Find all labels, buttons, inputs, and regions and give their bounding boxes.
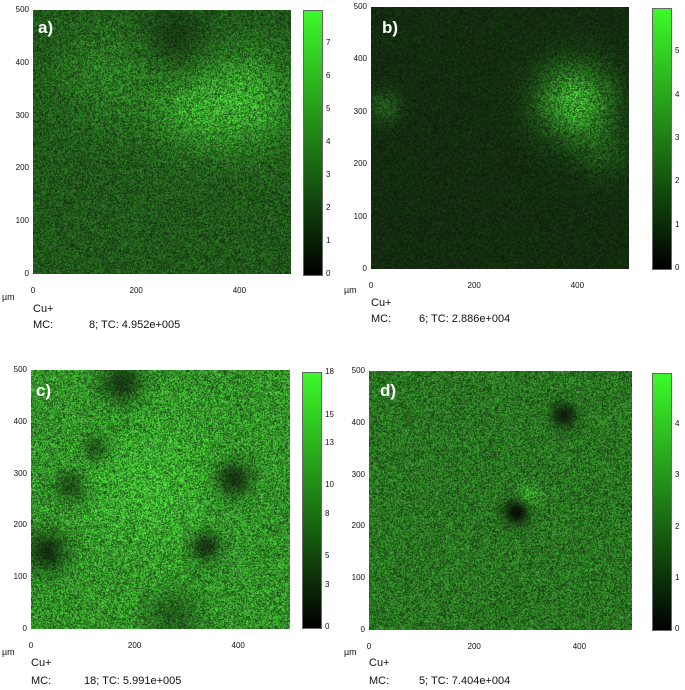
colorbar-tick-c: 10	[325, 480, 334, 490]
x-tick-a: 0	[30, 286, 36, 295]
y-tick-b: 300	[353, 106, 367, 116]
colorbar-tick-d: 1	[675, 572, 680, 582]
x-tick-b: 400	[570, 281, 585, 290]
panel-label-a: a)	[38, 18, 54, 37]
y-tick-d: 400	[351, 417, 365, 427]
colorbar-tick-a: 3	[326, 170, 331, 179]
axis-unit-a: µm	[2, 292, 15, 302]
colorbar-tick-a: 4	[326, 137, 331, 146]
colorbar-tick-c: 3	[325, 579, 330, 589]
intensity-canvas-a	[33, 10, 291, 274]
colorbar-tick-b: 5	[675, 46, 680, 56]
species-label-d: Cu+	[369, 657, 390, 669]
y-tick-d: 500	[351, 366, 365, 375]
colorbar-tick-d: 4	[675, 419, 680, 429]
x-tick-d: 0	[366, 642, 372, 651]
colorbar-tick-b: 4	[675, 89, 680, 99]
panel-c: c) µm Cu+ MC: 18; TC: 5.991e+005 500 400 3…	[0, 345, 342, 690]
y-tick-b: 200	[353, 159, 367, 169]
y-tick-d: 200	[351, 521, 365, 531]
x-tick-a: 200	[129, 286, 143, 295]
colorbar-tick-a: 2	[326, 203, 331, 212]
mc-label-d: MC:	[369, 675, 390, 687]
axis-unit-c: µm	[2, 647, 15, 657]
y-tick-b: 500	[353, 2, 367, 11]
colorbar-tick-a: 1	[326, 236, 331, 245]
y-tick-a: 400	[15, 57, 29, 67]
axis-unit-b: µm	[344, 285, 357, 295]
y-tick-a: 500	[15, 5, 29, 14]
colorbar-tick-c: 15	[325, 409, 334, 419]
species-label-c: Cu+	[31, 657, 52, 669]
y-tick-c: 300	[13, 468, 27, 478]
y-tick-d: 300	[351, 469, 365, 479]
colorbar-tick-c: 8	[325, 508, 330, 518]
y-tick-c: 200	[13, 520, 27, 530]
colorbar-tick-b: 1	[675, 219, 680, 229]
y-tick-a: 300	[15, 110, 29, 120]
y-tick-d: 0	[360, 625, 365, 634]
intensity-canvas-c	[31, 370, 290, 629]
colorbar-tick-d: 3	[675, 470, 680, 480]
axis-unit-d: µm	[344, 647, 357, 657]
ion-map-d	[369, 371, 632, 630]
x-tick-d: 200	[467, 642, 481, 651]
y-tick-c: 0	[22, 624, 27, 633]
y-tick-a: 100	[15, 216, 29, 226]
y-tick-d: 100	[351, 573, 365, 583]
x-tick-c: 400	[231, 641, 245, 650]
mc-label-c: MC:	[31, 675, 52, 687]
colorbar-c	[302, 372, 322, 629]
panel-label-d: d)	[380, 381, 397, 400]
colorbar-a	[303, 10, 323, 276]
colorbar-b	[652, 8, 672, 270]
mc-tc-value-d: 5; TC: 7.404e+004	[419, 675, 511, 687]
panel-a: a) µm Cu+ MC: 8; TC: 4.952e+005 500 400 30…	[0, 0, 342, 345]
colorbar-tick-c: 18	[325, 367, 334, 376]
colorbar-tick-a: 7	[326, 38, 331, 47]
x-tick-a: 400	[232, 286, 247, 295]
x-tick-b: 200	[467, 281, 481, 290]
y-tick-c: 500	[13, 365, 27, 374]
mc-tc-value-b: 6; TC: 2.886e+004	[419, 313, 511, 325]
x-tick-c: 0	[28, 641, 34, 650]
y-tick-c: 100	[13, 572, 27, 582]
ion-map-a	[33, 10, 291, 274]
x-tick-b: 0	[368, 281, 374, 290]
colorbar-tick-d: 0	[675, 624, 680, 633]
panel-label-c: c)	[36, 381, 52, 400]
colorbar-tick-b: 0	[675, 263, 680, 272]
intensity-canvas-d	[369, 371, 632, 630]
ion-map-c	[31, 370, 290, 629]
y-tick-b: 0	[362, 264, 367, 273]
colorbar-tick-c: 0	[325, 622, 330, 631]
panel-b: b) µm Cu+ MC: 6; TC: 2.886e+004 500 400 30…	[342, 0, 685, 345]
species-label-b: Cu+	[371, 297, 392, 309]
mc-label-b: MC:	[371, 313, 392, 325]
panel-d: d) µm Cu+ MC: 5; TC: 7.404e+004 500 400 30…	[342, 345, 685, 690]
y-tick-a: 200	[15, 163, 29, 173]
colorbar-tick-a: 0	[326, 269, 331, 278]
colorbar-tick-d: 2	[675, 521, 680, 531]
panel-label-b: b)	[382, 18, 399, 37]
mc-label-a: MC:	[33, 319, 54, 331]
y-tick-b: 100	[353, 211, 367, 221]
x-tick-d: 400	[572, 642, 587, 651]
colorbar-tick-b: 3	[675, 133, 680, 142]
colorbar-d	[652, 373, 672, 631]
colorbar-tick-c: 13	[325, 437, 334, 447]
intensity-canvas-b	[371, 7, 629, 269]
y-tick-a: 0	[24, 269, 29, 278]
y-tick-b: 400	[353, 54, 367, 64]
colorbar-tick-c: 5	[325, 551, 330, 561]
mc-tc-value-c: 18; TC: 5.991e+005	[84, 675, 182, 687]
colorbar-tick-a: 6	[326, 71, 331, 80]
mc-tc-value-a: 8; TC: 4.952e+005	[89, 319, 181, 331]
y-tick-c: 400	[13, 416, 27, 426]
species-label-a: Cu+	[33, 303, 54, 315]
colorbar-tick-a: 5	[326, 104, 331, 113]
x-tick-c: 200	[127, 641, 142, 650]
colorbar-tick-b: 2	[675, 176, 680, 186]
ion-map-b	[371, 7, 629, 269]
